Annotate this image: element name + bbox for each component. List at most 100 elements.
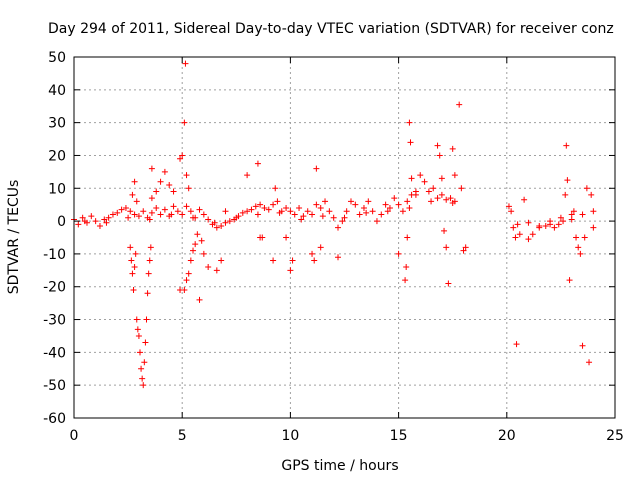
data-point <box>140 382 147 389</box>
y-tick-label: -50 <box>43 378 66 394</box>
data-point <box>185 185 192 192</box>
data-point <box>402 277 409 284</box>
data-point <box>458 185 465 192</box>
data-point <box>101 216 108 223</box>
data-point <box>404 234 411 241</box>
data-point <box>244 208 251 215</box>
data-point <box>254 211 261 218</box>
x-tick-label: 5 <box>178 428 187 444</box>
data-point <box>566 277 573 284</box>
data-point <box>382 201 389 208</box>
data-point <box>404 198 411 205</box>
data-point <box>146 216 153 223</box>
data-point <box>161 206 168 213</box>
data-point <box>521 196 528 203</box>
data-point <box>542 223 549 230</box>
data-point <box>181 287 188 294</box>
data-point <box>508 208 515 215</box>
data-point <box>254 160 261 167</box>
data-point <box>283 234 290 241</box>
data-point <box>148 195 155 202</box>
data-point <box>265 206 272 213</box>
data-point <box>391 195 398 202</box>
data-point <box>127 244 134 251</box>
data-point <box>512 234 519 241</box>
data-point <box>289 257 296 264</box>
data-point <box>114 209 121 216</box>
data-point <box>438 175 445 182</box>
data-point <box>335 224 342 231</box>
data-point <box>447 195 454 202</box>
data-point <box>373 218 380 225</box>
data-point <box>129 191 136 198</box>
data-point <box>529 231 536 238</box>
data-point <box>92 218 99 225</box>
data-point <box>105 214 112 221</box>
data-point <box>456 101 463 108</box>
data-point <box>384 208 391 215</box>
data-point <box>129 270 136 277</box>
data-point <box>443 196 450 203</box>
data-point <box>590 208 597 215</box>
data-point <box>157 178 164 185</box>
data-point <box>270 201 277 208</box>
data-point <box>513 341 520 348</box>
data-point <box>148 209 155 216</box>
data-point <box>131 264 138 271</box>
y-tick-label: -60 <box>43 411 66 427</box>
data-point <box>146 257 153 264</box>
data-point <box>516 231 523 238</box>
data-point <box>133 198 140 205</box>
data-point <box>122 204 129 211</box>
data-point <box>563 142 570 149</box>
data-point <box>135 332 142 339</box>
data-point <box>252 203 259 210</box>
data-point <box>317 244 324 251</box>
data-point <box>575 244 582 251</box>
data-point <box>505 203 512 210</box>
data-point <box>421 178 428 185</box>
data-point <box>462 244 469 251</box>
x-axis-label: GPS time / hours <box>281 458 398 474</box>
data-point <box>311 257 318 264</box>
data-point <box>434 195 441 202</box>
data-point <box>322 198 329 205</box>
grid <box>74 57 615 418</box>
data-point <box>403 264 410 271</box>
data-point <box>130 287 137 294</box>
data-point <box>218 223 225 230</box>
data-point <box>200 211 207 218</box>
data-point <box>153 204 160 211</box>
data-point <box>313 165 320 172</box>
data-point <box>135 213 142 220</box>
data-point <box>125 214 132 221</box>
data-point <box>573 234 580 241</box>
data-point <box>451 172 458 179</box>
data-point <box>244 172 251 179</box>
data-point <box>588 191 595 198</box>
data-point <box>441 227 448 234</box>
data-point <box>360 204 367 211</box>
data-point <box>187 257 194 264</box>
data-point <box>132 250 139 257</box>
data-point <box>138 365 145 372</box>
data-point <box>183 203 190 210</box>
data-point <box>365 198 372 205</box>
data-point <box>449 200 456 207</box>
data-point <box>131 211 138 218</box>
data-point <box>259 234 266 241</box>
data-point <box>352 201 359 208</box>
data-point <box>395 201 402 208</box>
data-point <box>551 224 558 231</box>
data-point <box>460 247 467 254</box>
data-point <box>213 267 220 274</box>
y-tick-label: -40 <box>43 345 66 361</box>
data-point <box>343 208 350 215</box>
data-point <box>562 191 569 198</box>
data-point <box>579 211 586 218</box>
chart-title: Day 294 of 2011, Sidereal Day-to-day VTE… <box>48 21 614 37</box>
data-point <box>148 165 155 172</box>
data-point <box>330 214 337 221</box>
data-point <box>378 211 385 218</box>
plot-border <box>73 56 616 419</box>
